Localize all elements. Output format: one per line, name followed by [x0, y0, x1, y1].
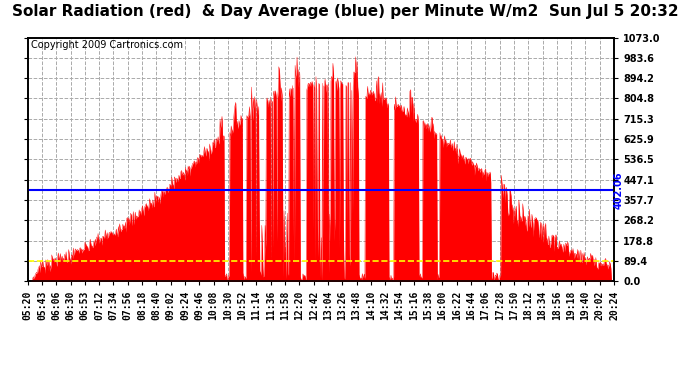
- Text: Solar Radiation (red)  & Day Average (blue) per Minute W/m2  Sun Jul 5 20:32: Solar Radiation (red) & Day Average (blu…: [12, 4, 678, 19]
- Text: Copyright 2009 Cartronics.com: Copyright 2009 Cartronics.com: [30, 40, 183, 50]
- Text: 402.06: 402.06: [614, 171, 624, 208]
